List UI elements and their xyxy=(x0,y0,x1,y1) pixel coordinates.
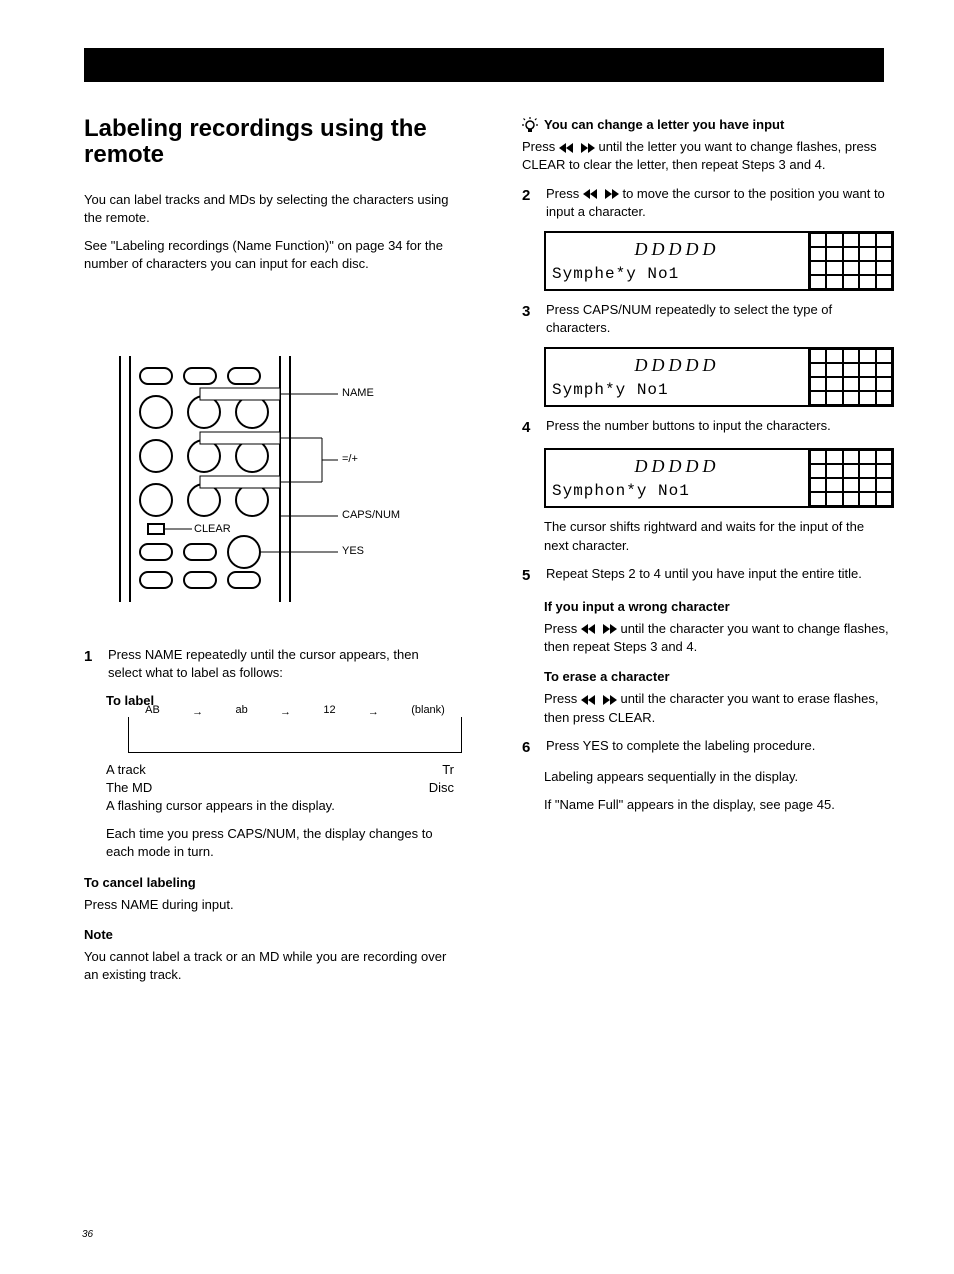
flow-a: AB xyxy=(145,703,160,718)
step3-text: Press CAPS/NUM repeatedly to select the … xyxy=(546,301,892,337)
step1-text: Press NAME repeatedly until the cursor a… xyxy=(108,646,454,682)
left-steps-below: 1 Press NAME repeatedly until the cursor… xyxy=(84,646,454,994)
note-body: You cannot label a track or an MD while … xyxy=(84,948,454,984)
step4-text: Press the number buttons to input the ch… xyxy=(546,417,892,438)
step1-num: 1 xyxy=(84,646,100,682)
label-clear: CLEAR xyxy=(194,522,231,537)
lcd3-top: DDDDD xyxy=(552,454,802,479)
step3-num: 3 xyxy=(522,301,538,337)
page-number: 36 xyxy=(82,1228,93,1242)
cancel-head: To cancel labeling xyxy=(84,874,454,892)
flow-c: 12 xyxy=(323,703,335,718)
flow-d: (blank) xyxy=(411,703,445,718)
tip-heading: You can change a letter you have input xyxy=(522,116,892,134)
skip-buttons-icon xyxy=(559,143,595,153)
left-column: Labeling recordings using the remote You… xyxy=(84,116,454,284)
lightbulb-icon xyxy=(522,117,538,133)
label-skip: =/+ xyxy=(342,452,358,467)
right-column: You can change a letter you have input P… xyxy=(522,116,892,824)
md-label: The MD xyxy=(106,779,152,797)
forward-icon xyxy=(603,624,617,634)
header-bar xyxy=(84,48,884,82)
change-head: If you input a wrong character xyxy=(544,598,892,616)
erase-head: To erase a character xyxy=(544,668,892,686)
lcd1-calendar xyxy=(808,233,892,289)
lcd-display-1: DDDDD Symphe*y No1 xyxy=(544,231,894,291)
lcd-display-3: DDDDD Symphon*y No1 xyxy=(544,448,894,508)
change-body: Press until the character you want to ch… xyxy=(544,620,892,656)
note-head: Note xyxy=(84,926,454,944)
caps-note: Each time you press CAPS/NUM, the displa… xyxy=(106,825,454,861)
label-capsnum: CAPS/NUM xyxy=(342,508,400,523)
tip-head-text: You can change a letter you have input xyxy=(544,116,784,134)
step6-after: Labeling appears sequentially in the dis… xyxy=(544,768,892,786)
step4-num: 4 xyxy=(522,417,538,438)
skip-buttons-icon-3 xyxy=(581,624,617,634)
rewind-icon xyxy=(559,143,573,153)
cancel-body: Press NAME during input. xyxy=(84,896,454,914)
md-value: Disc xyxy=(429,779,454,797)
forward-icon xyxy=(581,143,595,153)
page-title: Labeling recordings using the remote xyxy=(84,116,454,169)
rewind-icon xyxy=(583,189,597,199)
intro-para-1: You can label tracks and MDs by selectin… xyxy=(84,191,454,227)
step4-after: The cursor shifts rightward and waits fo… xyxy=(544,518,892,554)
forward-icon xyxy=(605,189,619,199)
rewind-icon xyxy=(581,695,595,705)
step5-num: 5 xyxy=(522,565,538,586)
label-name: NAME xyxy=(342,386,374,401)
label-yes: YES xyxy=(342,544,364,559)
lcd3-bottom: Symphon*y No1 xyxy=(552,480,802,502)
lcd2-top: DDDDD xyxy=(552,353,802,378)
lcd1-top: DDDDD xyxy=(552,237,802,262)
track-label: A track xyxy=(106,761,146,779)
remote-diagram: NAME CLEAR =/+ CAPS/NUM YES xyxy=(112,356,342,602)
flow-b: ab xyxy=(235,703,247,718)
track-value: Tr xyxy=(442,761,454,779)
step6-num: 6 xyxy=(522,737,538,758)
flow-box: AB → ab → 12 → (blank) xyxy=(128,717,462,753)
to-label-block: To label AB → ab → 12 → (blank) A track … xyxy=(106,692,454,797)
tip-body: Press until the letter you want to chang… xyxy=(522,138,892,174)
forward-icon xyxy=(603,695,617,705)
rewind-icon xyxy=(581,624,595,634)
step5-text: Repeat Steps 2 to 4 until you have input… xyxy=(546,565,892,586)
step2-num: 2 xyxy=(522,185,538,221)
intro-para-2: See "Labeling recordings (Name Function)… xyxy=(84,237,454,273)
skip-buttons-icon-2 xyxy=(583,189,619,199)
lcd-display-2: DDDDD Symph*y No1 xyxy=(544,347,894,407)
lcd2-bottom: Symph*y No1 xyxy=(552,379,802,401)
lcd3-calendar xyxy=(808,450,892,506)
skip-buttons-icon-4 xyxy=(581,695,617,705)
after-step1: A flashing cursor appears in the display… xyxy=(106,797,454,815)
busy-note: If "Name Full" appears in the display, s… xyxy=(544,796,892,814)
erase-body: Press until the character you want to er… xyxy=(544,690,892,726)
step6-text: Press YES to complete the labeling proce… xyxy=(546,737,892,758)
lcd2-calendar xyxy=(808,349,892,405)
lcd1-bottom: Symphe*y No1 xyxy=(552,263,802,285)
